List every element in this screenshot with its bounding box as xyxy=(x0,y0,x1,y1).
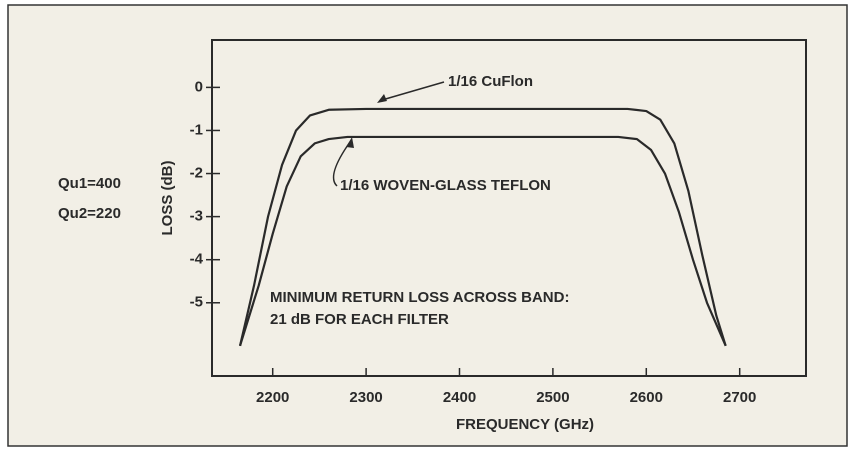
plot-frame xyxy=(211,39,807,377)
y-tick-label: -5 xyxy=(190,294,203,311)
arrow xyxy=(381,81,445,101)
annotation: MINIMUM RETURN LOSS ACROSS BAND: xyxy=(270,289,569,306)
page-frame xyxy=(7,4,848,447)
y-tick-label: -4 xyxy=(190,251,204,268)
series-line xyxy=(238,107,727,347)
series-line xyxy=(238,135,727,347)
x-tick-label: 2700 xyxy=(723,389,756,406)
y-tick-label: -1 xyxy=(190,121,203,138)
arrow xyxy=(332,141,351,187)
y-tick-label: -3 xyxy=(190,208,203,225)
x-tick-label: 2300 xyxy=(349,389,382,406)
annotation: 1/16 WOVEN-GLASS TEFLON xyxy=(340,177,551,194)
annotation: 1/16 CuFlon xyxy=(448,73,533,90)
arrow-head xyxy=(346,137,354,148)
annotation: Qu1=400 xyxy=(58,175,121,192)
y-tick-label: 0 xyxy=(195,78,203,95)
x-tick-label: 2400 xyxy=(443,389,476,406)
annotation: Qu2=220 xyxy=(58,205,121,222)
arrow-head xyxy=(377,94,387,103)
annotation: 21 dB FOR EACH FILTER xyxy=(270,311,449,328)
y-axis-label: LOSS (dB) xyxy=(159,161,176,236)
x-tick-label: 2600 xyxy=(630,389,663,406)
x-tick-label: 2200 xyxy=(256,389,289,406)
x-tick-label: 2500 xyxy=(536,389,569,406)
y-tick-label: -2 xyxy=(190,165,203,182)
x-axis-label: FREQUENCY (GHz) xyxy=(456,416,594,433)
